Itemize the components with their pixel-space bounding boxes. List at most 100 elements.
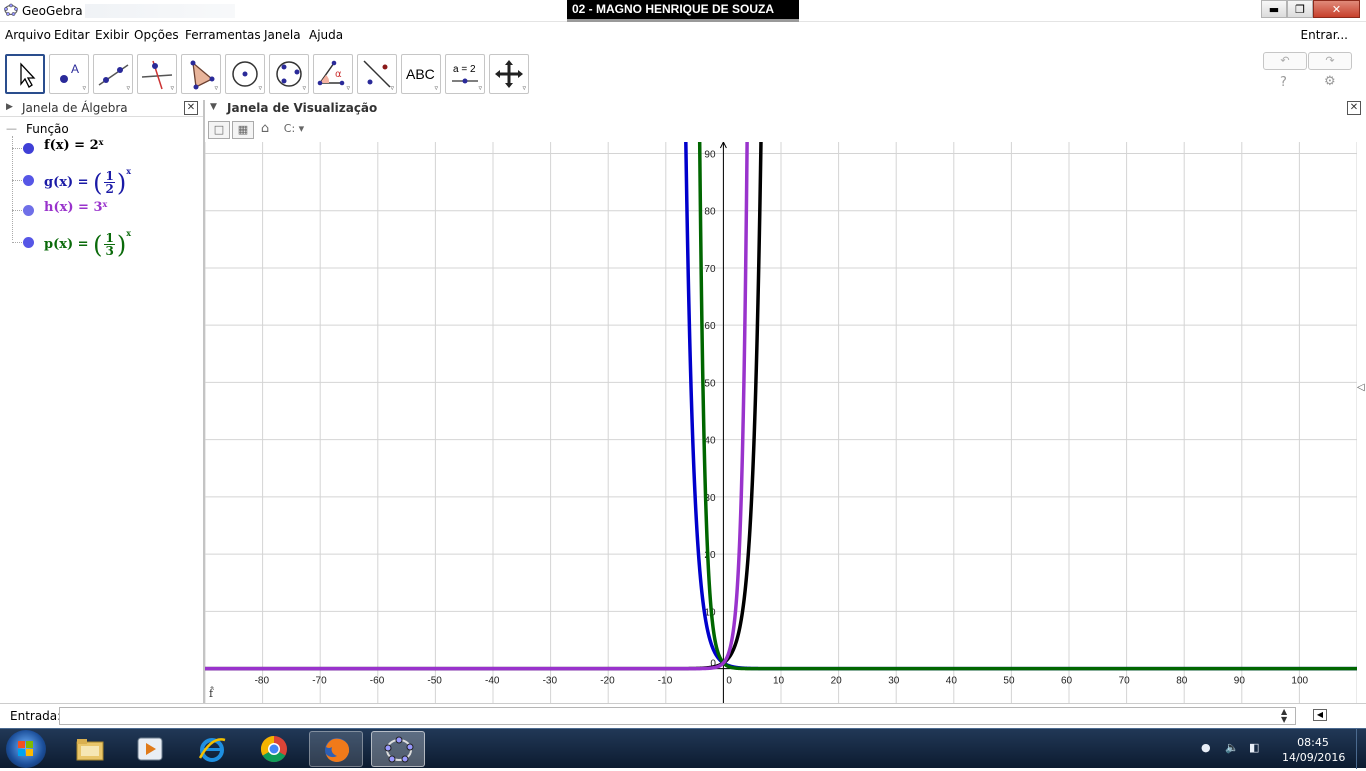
menu-janela[interactable]: Janela [264, 28, 301, 42]
function-plot[interactable]: -80 -70 -60 -50 -40 -30 -20 -10 0 10 20 30 40 50 60 70 8… [205, 142, 1357, 703]
x-tick-label: 10 [773, 676, 785, 687]
x-tick-label: -70 [312, 676, 327, 687]
tree-connector [12, 136, 13, 240]
menu-opcoes[interactable]: Opções [134, 28, 179, 42]
close-graphics-view-button[interactable]: ✕ [1347, 101, 1361, 115]
move-tool-button[interactable] [5, 54, 45, 94]
visibility-toggle-dot[interactable] [23, 175, 34, 186]
menu-ajuda[interactable]: Ajuda [309, 28, 344, 42]
windows-logo-icon [18, 741, 33, 756]
point-tool-button[interactable]: A ▿ [49, 54, 89, 94]
taskbar-geogebra[interactable] [371, 731, 425, 767]
slider-icon: a = 2 [452, 64, 478, 84]
redo-button[interactable]: ↷ [1308, 52, 1352, 70]
menu-bar: Arquivo Editar Exibir Opções Ferramentas… [0, 25, 1366, 45]
media-player-icon [137, 737, 163, 761]
polygon-tool-button[interactable]: ▿ [181, 54, 221, 94]
taskbar-chrome[interactable] [247, 731, 301, 767]
visibility-toggle-dot[interactable] [23, 237, 34, 248]
visibility-toggle-dot[interactable] [23, 143, 34, 154]
move-arrows-icon [495, 60, 523, 88]
x-tick-label: -50 [427, 676, 442, 687]
x-tick-label: 70 [1119, 676, 1131, 687]
taskbar-media-player[interactable] [123, 731, 177, 767]
system-clock[interactable]: 08:45 14/09/2016 [1282, 735, 1346, 765]
line-icon [98, 64, 129, 86]
move-view-tool-button[interactable]: ▿ [489, 54, 529, 94]
menu-arquivo[interactable]: Arquivo [5, 28, 51, 42]
taskbar-explorer[interactable] [63, 731, 117, 767]
angle-tool-button[interactable]: α ▿ [313, 54, 353, 94]
function-curve-p [697, 142, 1357, 671]
line-tool-button[interactable]: ▿ [93, 54, 133, 94]
y-tick-label: 80 [704, 207, 716, 218]
x-tick-label: 100 [1291, 676, 1308, 687]
algebra-view-title: Janela de Álgebra [22, 101, 128, 115]
login-link[interactable]: Entrar... [1300, 28, 1348, 42]
window-title: GeoGebra [22, 4, 83, 18]
y-tick-label: 60 [704, 321, 716, 332]
taskbar-firefox[interactable] [309, 731, 363, 767]
perpendicular-line-icon [141, 60, 173, 90]
cursor-arrow-icon [20, 62, 36, 88]
x-tick-label: 90 [1234, 676, 1246, 687]
close-algebra-view-button[interactable]: ✕ [184, 101, 198, 115]
toggle-grid-button[interactable]: ▦ [232, 121, 254, 139]
circle-three-points-tool-button[interactable]: ▿ [269, 54, 309, 94]
collapse-group-icon[interactable]: — [6, 122, 17, 135]
undo-button[interactable]: ↶ [1263, 52, 1307, 70]
x-tick-label: 80 [1176, 676, 1188, 687]
start-button[interactable] [6, 730, 46, 768]
network-icon[interactable]: ◧ [1249, 741, 1260, 754]
function-p-expression: p(x) = (1 3) x [44, 227, 131, 259]
collapse-arrow-icon[interactable]: ▼ [210, 102, 217, 112]
folder-icon [76, 739, 104, 761]
graphics-canvas[interactable]: -80 -70 -60 -50 -40 -30 -20 -10 0 10 20 30 40 50 60 70 8… [205, 142, 1357, 703]
function-group-label: Função [26, 122, 69, 136]
clock-time: 08:45 [1297, 736, 1329, 749]
menu-exibir[interactable]: Exibir [95, 28, 129, 42]
keyboard-icon[interactable]: ◀ [1313, 709, 1327, 721]
expand-sidebar-icon[interactable]: ◁ [1357, 382, 1365, 393]
show-desktop-button[interactable] [1356, 729, 1366, 769]
x-tick-label: -80 [255, 676, 270, 687]
graphics-view-title: Janela de Visualização [227, 101, 378, 115]
reflect-tool-button[interactable]: ▿ [357, 54, 397, 94]
visibility-toggle-dot[interactable] [23, 205, 34, 216]
menu-ferramentas[interactable]: Ferramentas [185, 28, 261, 42]
graphics-style-bar: □ ▦ ⌂ C: ▾ [205, 119, 1366, 141]
taskbar-internet-explorer[interactable] [185, 731, 239, 767]
x-tick-label: 50 [1003, 676, 1015, 687]
chrome-icon [260, 735, 287, 763]
title-ghost-text [85, 4, 235, 18]
help-button[interactable]: ? [1280, 75, 1287, 90]
function-g-expression: g(x) = (1 2) x [44, 165, 131, 197]
maximize-button[interactable]: ❐ [1287, 0, 1313, 18]
student-banner: 02 - MAGNO HENRIQUE DE SOUZA [567, 0, 799, 22]
input-label: Entrada: [10, 709, 62, 723]
history-spinner-icon[interactable]: ▲ ▼ [1281, 707, 1288, 724]
collapse-arrow-icon[interactable]: ▶ [6, 102, 13, 112]
panel-divider[interactable] [203, 100, 205, 703]
tray-lab-icon[interactable]: ● [1201, 741, 1211, 754]
point-icon: A [60, 62, 79, 83]
perpendicular-tool-button[interactable]: ▿ [137, 54, 177, 94]
minimize-button[interactable]: ▬ [1261, 0, 1287, 18]
toolbar: A ▿ ▿ ▿ ▿ ▿ ▿ α ▿ ▿ ABC ▿ a = 2 ▿ ▿ [0, 50, 1366, 100]
circle-center-tool-button[interactable]: ▿ [225, 54, 265, 94]
text-tool-button[interactable]: ABC ▿ [401, 54, 441, 94]
point-capture-dropdown[interactable]: C: ▾ [283, 122, 305, 135]
volume-icon[interactable]: 🔈 [1225, 741, 1239, 754]
toggle-axes-button[interactable]: □ [208, 121, 230, 139]
settings-gear-icon[interactable]: ⚙ [1324, 74, 1336, 89]
menu-editar[interactable]: Editar [54, 28, 90, 42]
home-icon[interactable]: ⌂ [260, 121, 270, 136]
input-field[interactable] [59, 707, 1296, 725]
slider-tool-button[interactable]: a = 2 ▿ [445, 54, 485, 94]
y-tick-label: 30 [704, 493, 716, 504]
x-tick-label: -40 [485, 676, 500, 687]
close-window-button[interactable]: ✕ [1313, 0, 1360, 18]
taskbar: ● 🔈 ◧ 08:45 14/09/2016 [0, 728, 1366, 769]
clock-date: 14/09/2016 [1282, 751, 1346, 764]
